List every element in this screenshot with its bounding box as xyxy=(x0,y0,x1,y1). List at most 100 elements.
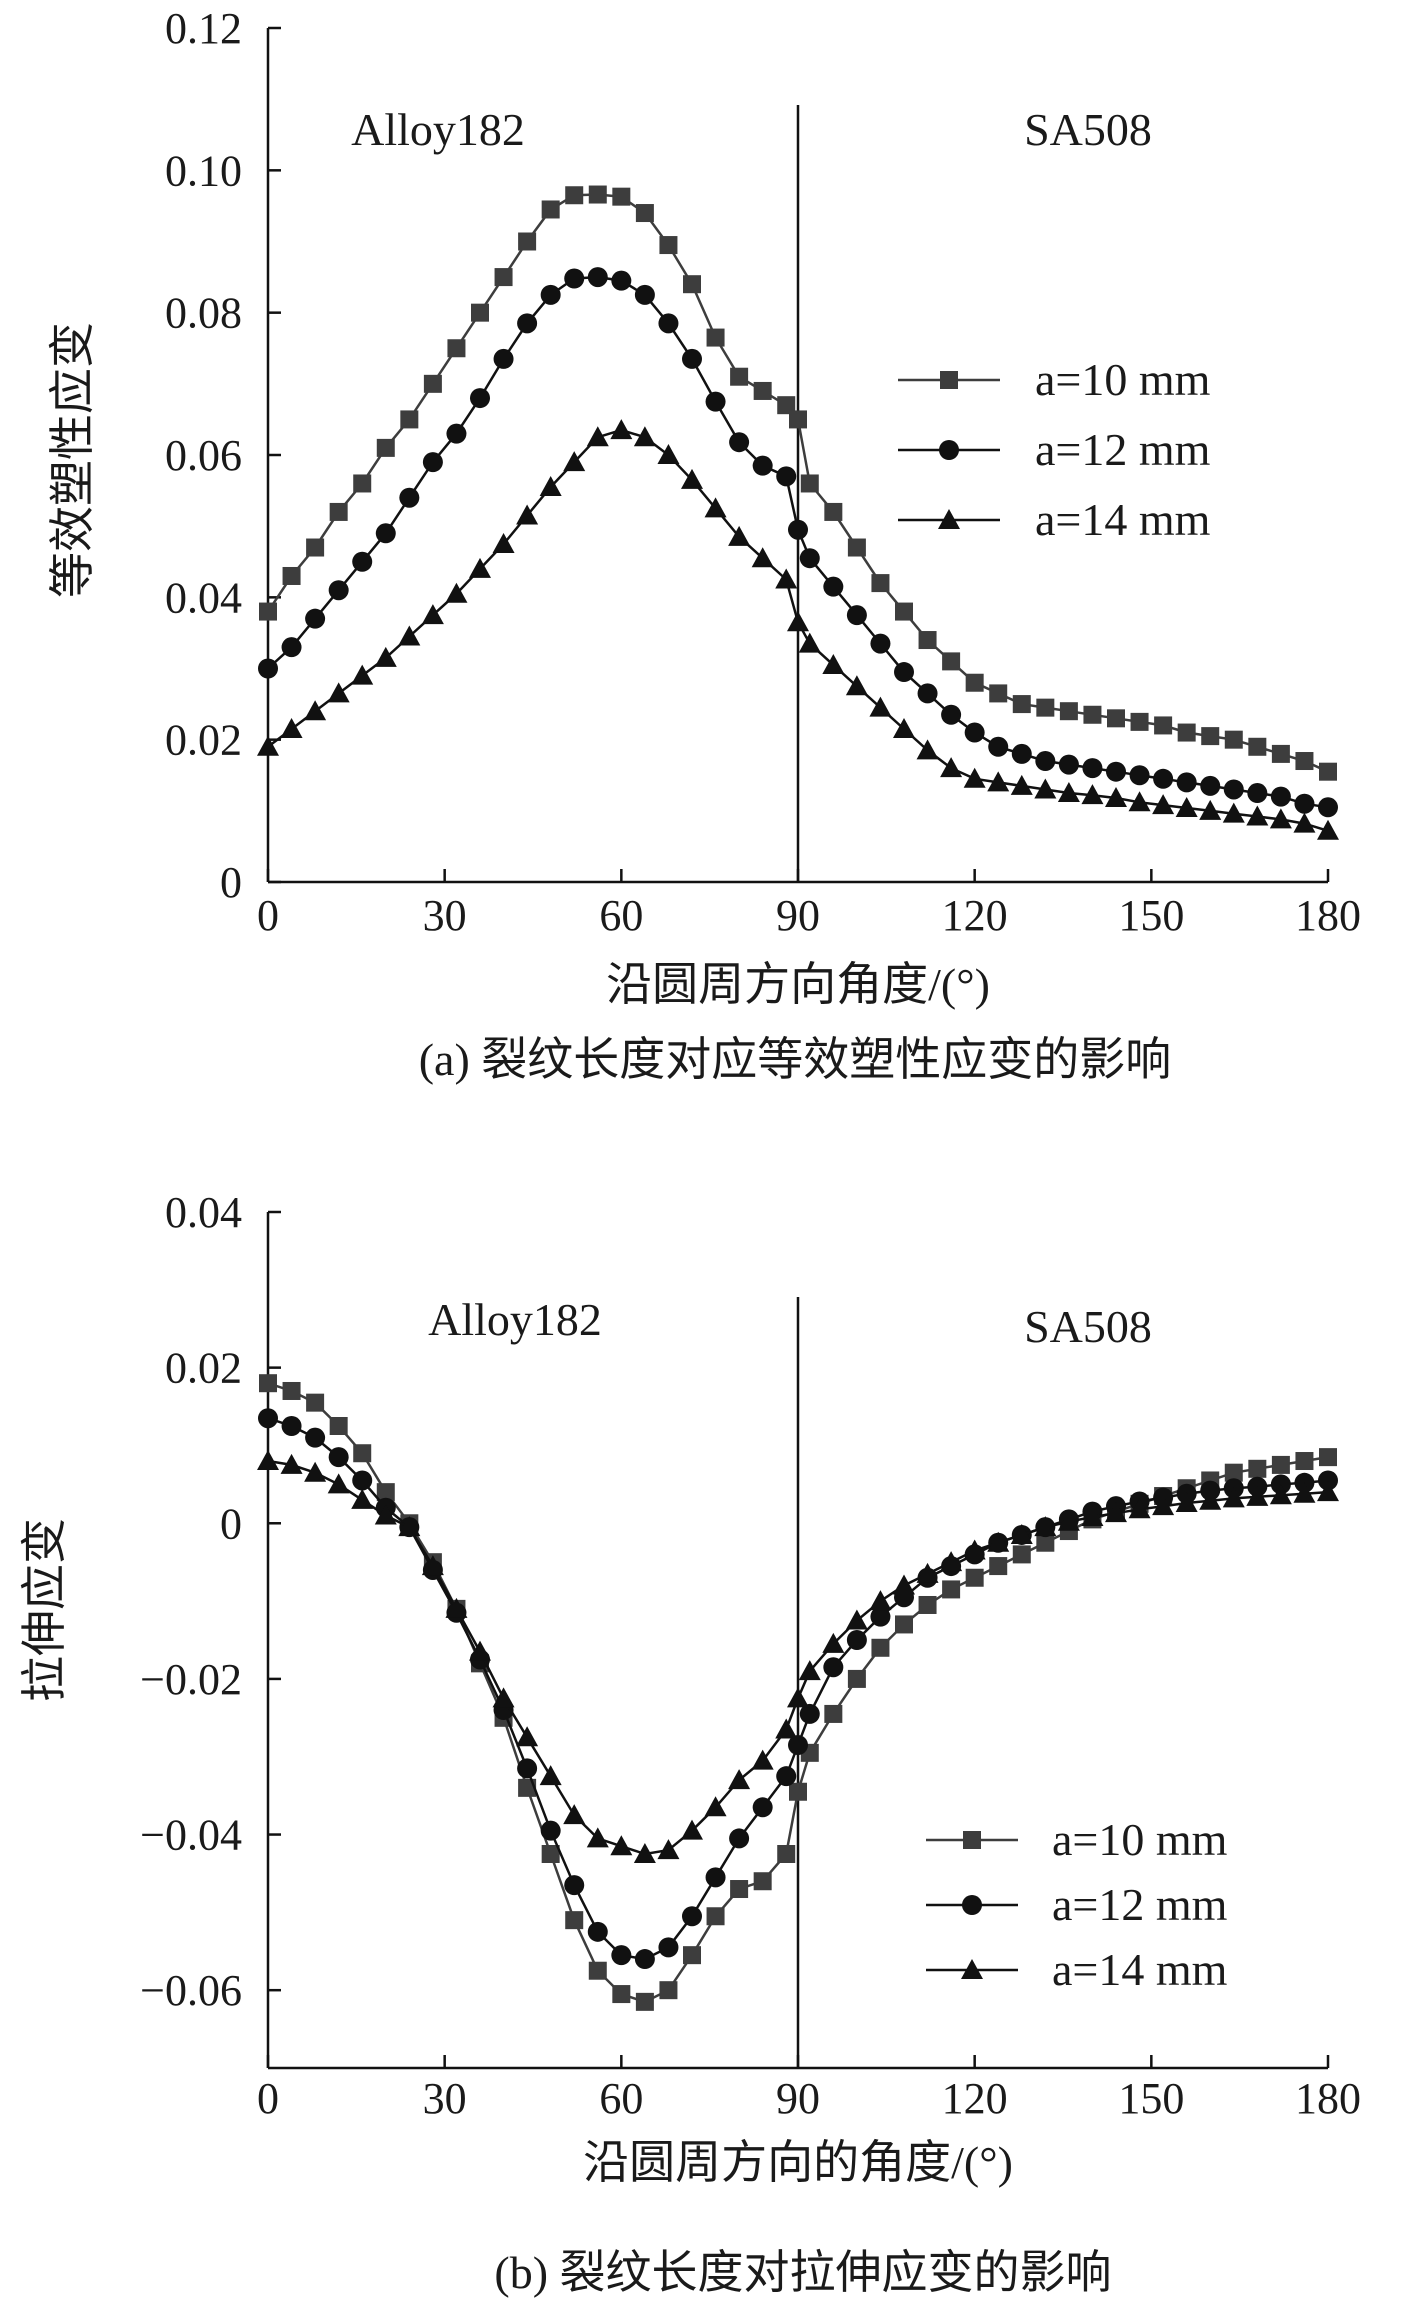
data-point-square xyxy=(353,1444,372,1463)
data-point-square xyxy=(1248,1459,1267,1478)
data-point-triangle xyxy=(987,771,1010,792)
data-point-circle xyxy=(328,580,349,601)
data-point-circle xyxy=(799,548,820,569)
data-point-triangle xyxy=(398,1516,421,1537)
data-point-circle xyxy=(1082,758,1103,779)
y-axis-label: 拉伸应变 xyxy=(19,1518,70,1702)
data-point-square xyxy=(1012,1545,1031,1564)
data-point-square xyxy=(871,574,890,593)
y-tick-label: 0.08 xyxy=(165,289,242,338)
data-point-circle xyxy=(1153,768,1174,789)
data-point-square xyxy=(329,1417,348,1435)
data-point-triangle xyxy=(1293,1482,1316,1503)
data-point-triangle xyxy=(1317,819,1339,840)
data-point-circle xyxy=(964,722,985,743)
data-point-circle xyxy=(870,633,891,654)
data-point-square xyxy=(565,1911,584,1930)
data-point-square xyxy=(541,200,560,219)
data-point-triangle xyxy=(492,1687,515,1708)
data-point-circle xyxy=(941,704,962,725)
data-point-triangle xyxy=(916,739,939,760)
legend-label: a=14 mm xyxy=(1052,1944,1228,1995)
data-point-triangle xyxy=(1199,1489,1222,1510)
x-tick-label: 0 xyxy=(257,2074,279,2123)
data-point-circle xyxy=(305,608,326,629)
data-point-triangle xyxy=(1057,782,1080,803)
x-tick-label: 90 xyxy=(776,891,820,940)
x-tick-label: 120 xyxy=(942,2074,1008,2123)
legend-marker-triangle xyxy=(938,509,960,529)
data-point-square xyxy=(871,1638,890,1657)
data-point-square xyxy=(306,1393,325,1412)
data-point-circle xyxy=(634,284,655,305)
data-point-square xyxy=(965,1568,984,1587)
data-point-square xyxy=(1271,1455,1290,1474)
data-point-triangle xyxy=(1175,1492,1198,1513)
y-tick-label: 0.10 xyxy=(165,146,242,195)
data-point-square xyxy=(588,185,607,204)
data-point-square xyxy=(789,1782,807,1801)
data-point-triangle xyxy=(398,625,421,646)
region-label-sa508: SA508 xyxy=(1024,104,1152,155)
figure-caption: (a) 裂纹长度对应等效塑性应变的影响 xyxy=(419,1034,1172,1085)
data-point-triangle xyxy=(1317,1481,1339,1502)
data-point-triangle xyxy=(610,1835,633,1856)
data-point-circle xyxy=(776,1766,797,1787)
data-point-circle xyxy=(281,1416,302,1436)
data-point-triangle xyxy=(1057,1510,1080,1531)
data-point-triangle xyxy=(327,682,350,703)
data-point-square xyxy=(918,631,937,650)
data-point-triangle xyxy=(257,735,279,756)
data-point-triangle xyxy=(351,664,374,685)
data-point-triangle xyxy=(1034,778,1057,799)
data-point-circle xyxy=(1200,775,1221,796)
data-point-square xyxy=(1248,737,1267,756)
figure-caption: (b) 裂纹长度对拉伸应变的影响 xyxy=(494,2247,1111,2298)
data-point-square xyxy=(895,1615,913,1634)
data-point-circle xyxy=(1035,751,1056,772)
data-point-triangle xyxy=(421,604,444,625)
y-tick-label: −0.06 xyxy=(140,1966,242,2015)
data-point-triangle xyxy=(1105,1502,1127,1523)
data-point-triangle xyxy=(1269,1484,1292,1505)
data-point-square xyxy=(1295,752,1314,771)
data-point-circle xyxy=(823,1657,844,1678)
data-point-square xyxy=(518,232,537,251)
legend-label: a=12 mm xyxy=(1052,1879,1228,1930)
data-point-square xyxy=(1224,730,1243,749)
data-point-circle xyxy=(564,1875,585,1896)
data-point-triangle xyxy=(1010,774,1033,795)
data-point-square xyxy=(1271,744,1290,763)
data-point-square xyxy=(306,538,325,557)
data-point-square xyxy=(824,1704,843,1723)
data-point-triangle xyxy=(539,1765,562,1786)
data-point-square xyxy=(659,236,678,255)
legend-label: a=14 mm xyxy=(1035,494,1211,545)
data-point-triangle xyxy=(280,1453,303,1474)
data-point-triangle xyxy=(728,525,751,546)
data-point-circle xyxy=(1176,772,1197,793)
y-tick-label: 0.04 xyxy=(165,573,242,622)
data-point-triangle xyxy=(563,1804,586,1825)
data-point-square xyxy=(753,1872,772,1891)
data-point-square xyxy=(376,1483,395,1502)
data-point-circle xyxy=(305,1427,326,1448)
data-point-triangle xyxy=(351,1488,374,1509)
data-point-triangle xyxy=(787,1687,809,1708)
data-point-circle xyxy=(375,523,396,544)
data-point-square xyxy=(259,1374,277,1393)
data-point-circle xyxy=(917,683,938,704)
data-point-triangle xyxy=(1081,1506,1104,1527)
data-point-triangle xyxy=(963,767,986,788)
data-point-circle xyxy=(658,313,679,334)
data-point-circle xyxy=(846,605,867,626)
data-point-circle xyxy=(705,391,726,412)
data-point-square xyxy=(282,1381,301,1400)
data-point-square xyxy=(777,396,796,415)
data-point-triangle xyxy=(327,1473,350,1494)
data-point-square xyxy=(400,410,419,429)
x-tick-label: 180 xyxy=(1295,2074,1361,2123)
data-point-triangle xyxy=(304,1461,327,1482)
data-point-triangle xyxy=(798,632,821,653)
